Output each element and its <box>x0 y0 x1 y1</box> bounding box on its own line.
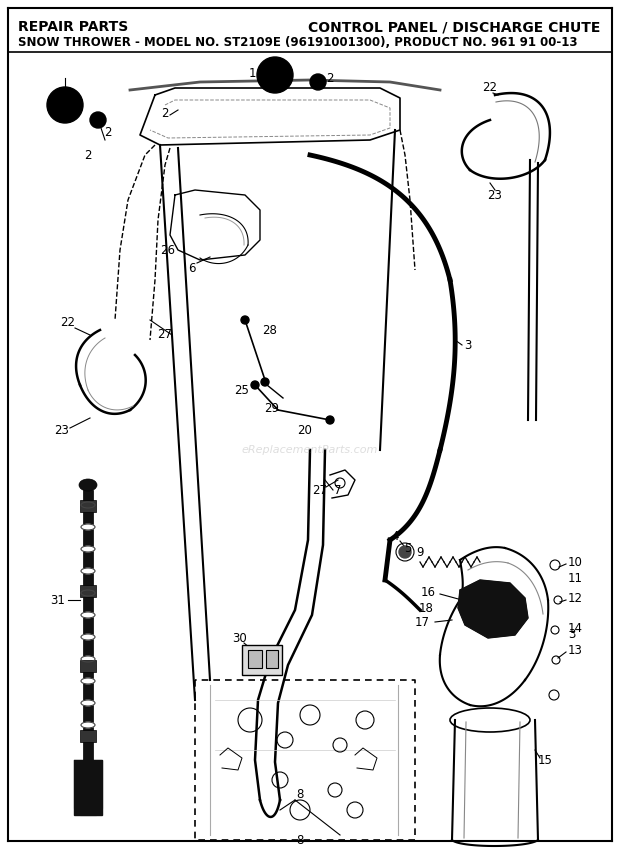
Text: 1: 1 <box>248 66 255 80</box>
Text: 26: 26 <box>161 244 175 256</box>
Text: 2: 2 <box>104 126 112 138</box>
Text: 2: 2 <box>84 149 92 161</box>
Text: 17: 17 <box>415 616 430 628</box>
Ellipse shape <box>79 479 97 491</box>
Ellipse shape <box>81 656 95 662</box>
Text: 30: 30 <box>232 632 247 644</box>
Ellipse shape <box>81 722 95 728</box>
Text: REPAIR PARTS: REPAIR PARTS <box>18 20 128 34</box>
Polygon shape <box>74 760 102 815</box>
Circle shape <box>90 112 106 128</box>
Circle shape <box>251 381 259 389</box>
Ellipse shape <box>81 524 95 530</box>
Bar <box>242 645 282 675</box>
Bar <box>80 730 96 742</box>
Circle shape <box>326 416 334 424</box>
Text: 8: 8 <box>296 789 304 801</box>
Ellipse shape <box>81 590 95 596</box>
Text: 15: 15 <box>538 754 552 767</box>
Ellipse shape <box>81 678 95 684</box>
Ellipse shape <box>81 612 95 618</box>
Text: 8: 8 <box>296 834 304 846</box>
Text: 29: 29 <box>265 402 280 414</box>
Bar <box>266 650 278 668</box>
Bar <box>80 585 96 597</box>
Bar <box>248 650 262 668</box>
Text: 27: 27 <box>157 329 172 341</box>
Ellipse shape <box>81 634 95 640</box>
Text: 28: 28 <box>262 323 277 336</box>
Text: 18: 18 <box>419 601 434 615</box>
Text: 19: 19 <box>48 100 63 114</box>
Bar <box>83 490 93 760</box>
Text: 23: 23 <box>55 424 69 436</box>
Text: 7: 7 <box>334 483 342 497</box>
Text: 3: 3 <box>464 339 472 351</box>
Text: 6: 6 <box>188 261 196 274</box>
Text: 4: 4 <box>391 531 399 543</box>
Text: 14: 14 <box>568 621 583 634</box>
Circle shape <box>399 546 411 558</box>
Text: 2: 2 <box>326 71 334 85</box>
Text: SNOW THROWER - MODEL NO. ST2109E (96191001300), PRODUCT NO. 961 91 00-13: SNOW THROWER - MODEL NO. ST2109E (961910… <box>18 36 577 49</box>
Circle shape <box>310 74 326 90</box>
Text: 23: 23 <box>487 188 502 201</box>
Circle shape <box>241 316 249 324</box>
Text: 5: 5 <box>404 542 412 554</box>
Text: 11: 11 <box>568 571 583 584</box>
Ellipse shape <box>81 546 95 552</box>
Text: 13: 13 <box>568 644 583 656</box>
Text: 10: 10 <box>568 555 583 569</box>
Text: 9: 9 <box>416 546 423 559</box>
Ellipse shape <box>81 568 95 574</box>
Text: 12: 12 <box>568 592 583 604</box>
Text: CONTROL PANEL / DISCHARGE CHUTE: CONTROL PANEL / DISCHARGE CHUTE <box>308 20 600 34</box>
Ellipse shape <box>81 700 95 706</box>
Text: 31: 31 <box>51 593 66 606</box>
Bar <box>80 500 96 512</box>
Text: 20: 20 <box>298 424 312 436</box>
Text: 3: 3 <box>568 628 575 642</box>
Text: 22: 22 <box>482 81 497 93</box>
Circle shape <box>47 87 83 123</box>
Text: 22: 22 <box>61 316 76 329</box>
Text: 25: 25 <box>234 384 249 396</box>
Bar <box>80 660 96 672</box>
Circle shape <box>261 378 269 386</box>
Text: 27: 27 <box>312 483 327 497</box>
Text: eReplacementParts.com: eReplacementParts.com <box>242 445 378 455</box>
Text: 16: 16 <box>421 586 436 599</box>
Text: 2: 2 <box>161 106 169 120</box>
Ellipse shape <box>81 502 95 508</box>
Circle shape <box>257 57 293 93</box>
Polygon shape <box>458 580 528 638</box>
